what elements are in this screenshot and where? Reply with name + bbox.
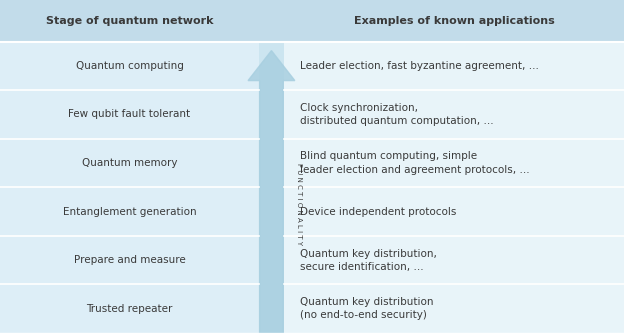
Text: Few qubit fault tolerant: Few qubit fault tolerant [69,110,190,120]
Text: Device independent protocols: Device independent protocols [300,206,456,216]
Text: Entanglement generation: Entanglement generation [62,206,197,216]
Text: Leader election, fast byzantine agreement, …: Leader election, fast byzantine agreemen… [300,61,539,71]
Bar [284,42,624,90]
Bar [0,236,259,284]
Bar [0,0,624,42]
Bar [0,139,259,187]
Text: F U N C T I O N A L I T Y: F U N C T I O N A L I T Y [296,163,302,245]
Text: Quantum key distribution
(no end-to-end security): Quantum key distribution (no end-to-end … [300,297,433,320]
Text: Examples of known applications: Examples of known applications [354,16,554,26]
Bar [0,187,259,236]
FancyArrow shape [248,51,295,333]
Bar [284,139,624,187]
Bar [0,42,259,90]
Text: Quantum key distribution,
secure identification, …: Quantum key distribution, secure identif… [300,248,436,272]
Bar [284,187,624,236]
Text: Blind quantum computing, simple
leader election and agreement protocols, …: Blind quantum computing, simple leader e… [300,152,529,174]
Bar [284,90,624,139]
Bar [284,284,624,333]
Bar [0,90,259,139]
Bar [0,284,259,333]
Text: Stage of quantum network: Stage of quantum network [46,16,213,26]
Text: Prepare and measure: Prepare and measure [74,255,185,265]
Text: Quantum computing: Quantum computing [76,61,183,71]
Text: Clock synchronization,
distributed quantum computation, …: Clock synchronization, distributed quant… [300,103,493,126]
Text: Trusted repeater: Trusted repeater [86,304,173,314]
Bar [284,236,624,284]
Text: Quantum memory: Quantum memory [82,158,177,168]
